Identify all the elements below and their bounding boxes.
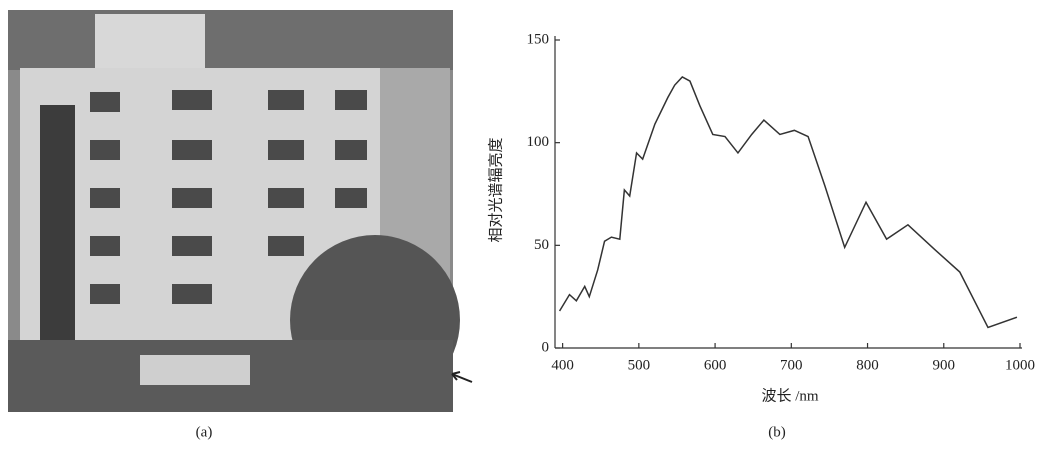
y-tick-label: 50 xyxy=(534,237,549,253)
figure: (a) (b) 波长 /nm 相对光谱辐亮度 0 50 100 150 400 500 60… xyxy=(0,0,1053,458)
y-tick-label: 100 xyxy=(527,134,550,150)
x-tick-label: 600 xyxy=(704,357,727,373)
y-tick-label: 0 xyxy=(542,339,550,355)
caption: (a) xyxy=(196,424,213,440)
photo xyxy=(8,10,472,412)
x-tick-label: 900 xyxy=(933,357,956,373)
x-tick-label: 500 xyxy=(628,357,651,373)
data-line xyxy=(560,77,1017,328)
x-axis-label: 波长 /nm xyxy=(761,387,818,404)
x-tick-label: 400 xyxy=(551,357,574,373)
x-tick-label: 1000 xyxy=(1005,357,1035,373)
y-tick-label: 150 xyxy=(527,31,550,47)
x-tick-label: 700 xyxy=(780,357,803,373)
x-tick-label: 800 xyxy=(856,357,879,373)
y-axis-label: 相对光谱辐亮度 xyxy=(487,137,504,242)
caption: (b) xyxy=(768,424,786,440)
